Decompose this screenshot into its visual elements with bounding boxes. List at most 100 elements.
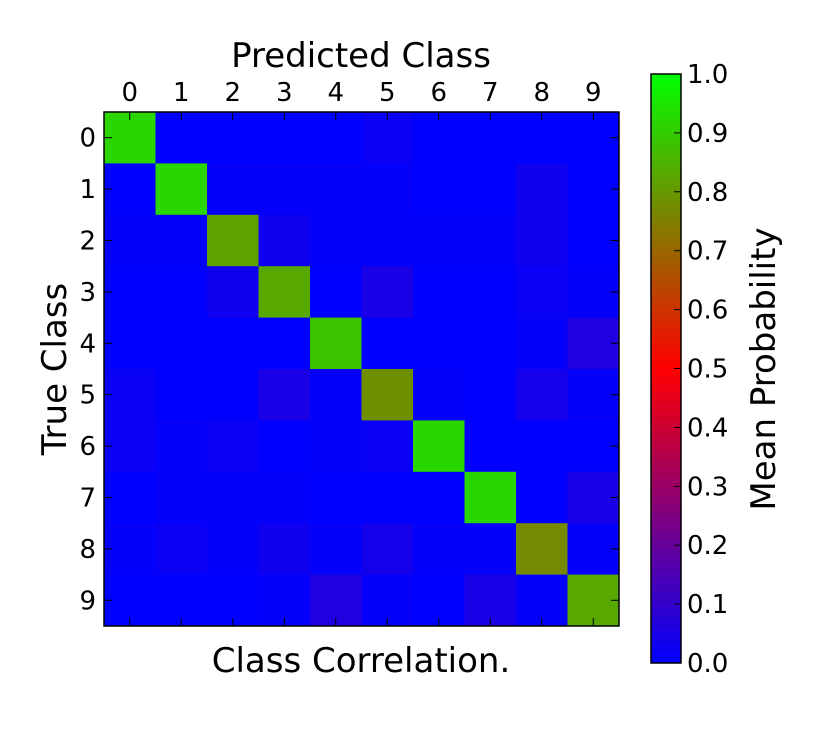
heatmap-cell <box>464 523 517 576</box>
heatmap-cell <box>155 369 208 421</box>
heatmap-cell <box>464 163 517 216</box>
x-tick-label: 1 <box>173 78 190 108</box>
heatmap-cell <box>361 369 414 421</box>
x-tick-label: 3 <box>276 78 293 108</box>
heatmap-cell <box>567 471 620 524</box>
heatmap-cell <box>413 317 465 370</box>
heatmap-cell <box>155 471 208 524</box>
heatmap-cell <box>361 163 414 216</box>
colorbar-tick-label: 0.3 <box>687 472 728 502</box>
heatmap-cell <box>567 523 620 576</box>
heatmap-cell <box>104 112 156 164</box>
heatmap-cell <box>258 420 311 473</box>
heatmap-cells <box>104 112 620 627</box>
heatmap-cell <box>464 266 517 319</box>
colorbar-tick-label: 0.1 <box>687 590 728 620</box>
y-tick-label: 5 <box>79 381 96 411</box>
heatmap-cell <box>207 112 259 164</box>
heatmap-cell <box>258 574 311 627</box>
heatmap-cell <box>516 574 568 627</box>
heatmap-cell <box>516 369 568 421</box>
heatmap-cell <box>361 420 414 473</box>
colorbar-tick-label: 1.0 <box>687 60 728 90</box>
heatmap-cell <box>567 214 620 267</box>
heatmap-frame <box>103 111 620 627</box>
heatmap-cell <box>567 420 620 473</box>
heatmap-cell <box>413 112 465 164</box>
y-tick-label: 4 <box>79 329 96 359</box>
heatmap-cell <box>258 523 311 576</box>
heatmap-cell <box>413 574 465 627</box>
heatmap-cell <box>464 420 517 473</box>
heatmap-cell <box>258 471 311 524</box>
x-tick-label: 6 <box>430 78 447 108</box>
heatmap-cell <box>361 214 414 267</box>
heatmap-cell <box>361 317 414 370</box>
heatmap-cell <box>413 214 465 267</box>
heatmap-cell <box>361 112 414 164</box>
colorbar-tick-label: 0.9 <box>687 119 728 149</box>
heatmap-cell <box>413 523 465 576</box>
heatmap-cell <box>567 574 620 627</box>
heatmap-cell <box>258 163 311 216</box>
x-tick-label: 5 <box>379 78 396 108</box>
heatmap-cell <box>413 471 465 524</box>
y-tick-label: 3 <box>79 278 96 308</box>
colorbar-label: Mean Probability <box>744 227 784 510</box>
heatmap-cell <box>567 163 620 216</box>
y-axis-title: True Class <box>35 283 75 456</box>
heatmap-cell <box>258 266 311 319</box>
colorbar-tick-label: 0.0 <box>687 649 728 679</box>
heatmap-cell <box>516 163 568 216</box>
heatmap-cell <box>104 163 156 216</box>
heatmap-cell <box>413 266 465 319</box>
heatmap-cell <box>413 420 465 473</box>
heatmap-cell <box>207 471 259 524</box>
heatmap-cell <box>310 523 362 576</box>
x-tick-label: 4 <box>327 78 344 108</box>
heatmap-cell <box>464 112 517 164</box>
heatmap-cell <box>310 317 362 370</box>
y-tick-label: 7 <box>79 484 96 514</box>
heatmap-cell <box>361 523 414 576</box>
heatmap-cell <box>567 317 620 370</box>
heatmap-cell <box>155 266 208 319</box>
heatmap-cell <box>310 163 362 216</box>
heatmap-cell <box>464 471 517 524</box>
x-tick-label: 2 <box>224 78 241 108</box>
heatmap-cell <box>516 214 568 267</box>
colorbar-tick-label: 0.8 <box>687 178 728 208</box>
heatmap-cell <box>516 523 568 576</box>
colorbar-tick-label: 0.5 <box>687 355 728 385</box>
heatmap-cell <box>104 214 156 267</box>
heatmap-cell <box>207 574 259 627</box>
heatmap-cell <box>155 420 208 473</box>
heatmap-cell <box>413 369 465 421</box>
y-tick-label: 8 <box>79 535 96 565</box>
heatmap-cell <box>207 523 259 576</box>
heatmap-cell <box>207 266 259 319</box>
x-tick-label: 0 <box>121 78 138 108</box>
chart-caption: Class Correlation. <box>212 641 511 681</box>
heatmap-cell <box>567 266 620 319</box>
heatmap-cell <box>258 112 311 164</box>
x-tick-label: 8 <box>533 78 550 108</box>
colorbar <box>650 73 682 664</box>
y-tick-label: 6 <box>79 432 96 462</box>
heatmap-cell <box>155 214 208 267</box>
heatmap-cell <box>310 266 362 319</box>
heatmap-cell <box>207 163 259 216</box>
heatmap-cell <box>155 523 208 576</box>
heatmap-cell <box>207 317 259 370</box>
y-tick-label: 1 <box>79 175 96 205</box>
heatmap-cell <box>516 471 568 524</box>
colorbar-tick-label: 0.4 <box>687 413 728 443</box>
heatmap-cell <box>464 369 517 421</box>
heatmap-cell <box>104 317 156 370</box>
heatmap-cell <box>104 266 156 319</box>
heatmap-cell <box>310 420 362 473</box>
heatmap-cell <box>310 369 362 421</box>
heatmap-cell <box>104 574 156 627</box>
y-tick-label: 2 <box>79 227 96 257</box>
